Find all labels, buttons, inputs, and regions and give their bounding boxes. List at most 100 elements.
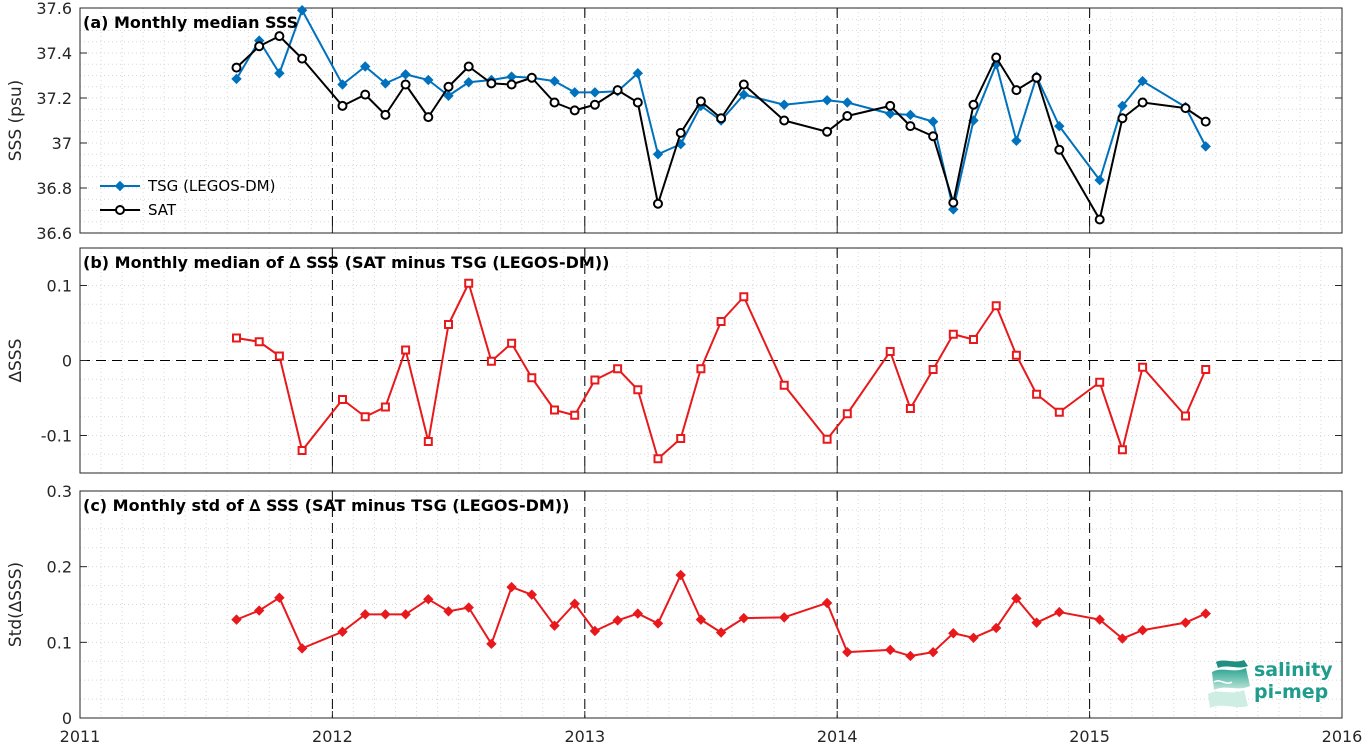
x-tick-label: 2012: [312, 727, 353, 745]
data-point: [569, 105, 580, 116]
data-point: [274, 31, 285, 42]
data-point: [1181, 411, 1191, 421]
data-point: [589, 99, 600, 110]
data-point: [550, 405, 560, 415]
data-point: [927, 646, 939, 658]
data-point: [1011, 135, 1022, 146]
panel-c: 0 0.1 0.2 0.3 Std(∆SSS) (c) Monthly std of ∆ …: [6, 482, 1343, 728]
data-point: [297, 53, 308, 64]
data-point: [274, 592, 285, 603]
x-tick-label: 2013: [564, 727, 605, 745]
data-point: [589, 87, 601, 98]
data-point: [1095, 377, 1105, 387]
data-point: [274, 351, 284, 361]
data-point: [549, 620, 560, 631]
data-point: [1117, 100, 1128, 112]
data-point: [443, 606, 454, 617]
data-point: [652, 149, 664, 160]
panel-title: (a) Monthly median SSS: [83, 13, 298, 32]
data-point: [1011, 85, 1022, 96]
data-point: [1137, 625, 1148, 636]
data-point: [884, 644, 896, 656]
data-point: [423, 593, 434, 605]
panel-title: (b) Monthly median of ∆ SSS (SAT minus T…: [83, 253, 609, 272]
data-point: [885, 100, 896, 111]
legend-label: TSG (LEGOS-DM): [147, 177, 275, 195]
salinity-pi-mep-logo: salinity pi-mep: [1208, 654, 1348, 710]
data-point: [738, 612, 750, 624]
data-point: [1094, 174, 1105, 186]
y-tick-label: -0.1: [41, 427, 72, 446]
data-point: [842, 111, 853, 121]
data-point: [380, 109, 391, 120]
data-point: [948, 628, 959, 639]
data-point: [360, 61, 371, 72]
y-axis-label: ∆SSS: [6, 339, 26, 384]
y-tick-label: 37: [52, 134, 72, 153]
data-point: [842, 646, 853, 658]
data-point: [1032, 389, 1042, 399]
data-point: [927, 116, 939, 127]
y-tick-label: 0.1: [47, 277, 72, 296]
y-tick-label: 37.6: [36, 0, 72, 18]
y-tick-label: 37.4: [36, 44, 72, 63]
data-point: [253, 605, 265, 616]
data-point: [486, 78, 497, 89]
axes-box: [79, 7, 1343, 234]
data-point: [507, 338, 517, 348]
data-point: [360, 412, 370, 422]
data-point: [1137, 75, 1148, 87]
data-point: [297, 446, 307, 455]
data-point: [380, 402, 390, 412]
data-point: [675, 569, 686, 581]
data-point: [991, 52, 1002, 63]
data-point: [569, 598, 580, 609]
data-point: [423, 112, 434, 123]
data-point: [653, 454, 663, 464]
data-point: [296, 643, 308, 654]
data-point: [400, 609, 411, 620]
data-point: [885, 347, 895, 356]
data-point: [231, 333, 241, 343]
data-point: [526, 72, 537, 83]
data-point: [842, 97, 853, 108]
data-point: [1117, 633, 1128, 644]
data-point: [590, 375, 600, 385]
y-tick-label: 36.6: [36, 224, 72, 243]
data-point: [1180, 617, 1191, 628]
data-point: [443, 81, 454, 92]
data-point: [526, 589, 538, 600]
data-point: [778, 612, 790, 623]
axes-box: [79, 490, 1343, 719]
data-point: [589, 625, 601, 637]
data-point: [337, 626, 348, 637]
data-point: [928, 365, 938, 374]
data-point: [652, 198, 663, 209]
data-point: [423, 437, 433, 446]
data-point: [821, 597, 833, 609]
data-point: [821, 95, 833, 106]
data-point: [822, 434, 832, 444]
data-point: [948, 329, 958, 339]
data-point: [1200, 608, 1211, 619]
data-point: [822, 126, 833, 137]
data-point: [463, 602, 474, 613]
data-point: [274, 68, 285, 79]
x-tick-label: 2014: [817, 727, 858, 745]
data-point: [506, 79, 517, 90]
data-point: [905, 404, 915, 413]
y-tick-label: 0.3: [47, 482, 72, 501]
data-point: [360, 609, 371, 620]
data-point: [463, 61, 474, 72]
data-point: [254, 41, 265, 52]
data-point: [1117, 113, 1128, 124]
data-point: [380, 609, 391, 620]
data-point: [613, 364, 623, 374]
data-point: [779, 380, 789, 390]
data-point: [549, 75, 560, 87]
data-point: [443, 90, 454, 101]
data-point: [1138, 362, 1148, 372]
data-point: [905, 109, 916, 121]
y-tick-label: 0: [62, 352, 72, 371]
data-point: [1054, 120, 1065, 132]
